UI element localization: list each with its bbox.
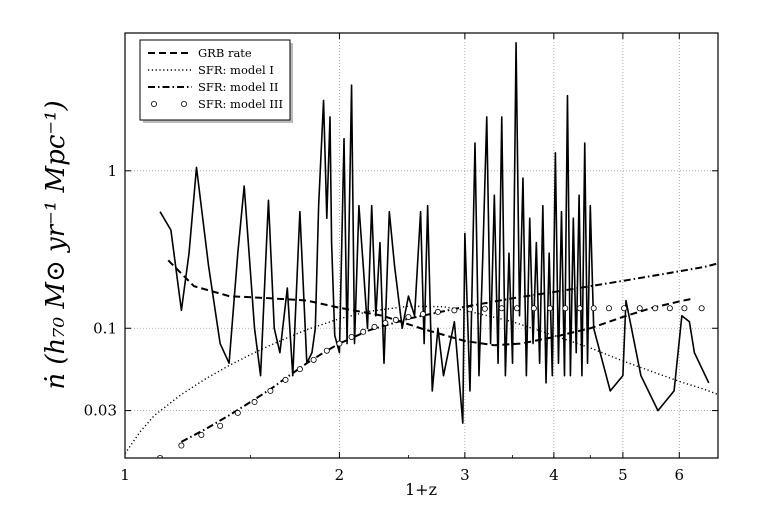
model-iii-point [530,305,537,312]
model-iii-point [466,306,473,313]
model-iii-point [348,334,355,341]
model-iii-point [323,347,330,354]
model-iii-point [652,305,659,312]
model-iii-point [382,319,389,326]
model-iii-point [621,305,628,312]
model-iii-point [282,376,289,383]
y-axis-label: ṅ (h₇₀ M⊙ yr⁻¹ Mpc⁻¹) [41,100,71,389]
model-iii-point [681,305,688,312]
legend-label: SFR: model III [198,97,283,111]
model-iii-point [251,399,258,406]
plot-frame [124,32,719,459]
model-iii-point [434,308,441,315]
model-iii-point [698,305,705,312]
grid-lines [125,33,718,458]
model-iii-point [234,409,241,416]
model-iii-point [371,323,378,330]
y-tick-label: 1 [107,162,117,180]
model-iii-point [590,305,597,312]
model-iii-point [451,307,458,314]
grb-rate-line [167,259,695,347]
legend-marker [180,101,187,108]
model-iii-point [666,305,673,312]
model-iii-point [178,442,185,449]
legend-label: GRB rate [198,46,252,60]
legend-marker [150,101,157,108]
legend-label: SFR: model I [198,63,274,77]
series-layer [125,41,718,458]
x-tick-label: 3 [460,466,470,484]
model-iii-point [605,305,612,312]
legend-label: SFR: model II [198,80,278,94]
model-iii-point [392,316,399,323]
y-tick-label: 0.03 [84,402,117,420]
x-axis-label: 1+z [405,480,437,499]
model-iii-point [296,366,303,373]
x-tick-label: 1 [120,466,130,484]
model-iii-point [576,305,583,312]
model-iii-point [198,431,205,438]
tick-labels: 1 2 3 4 5 6 0.03 0.1 1 [84,162,684,484]
x-tick-label: 5 [618,466,628,484]
x-tick-label: 6 [675,466,685,484]
model-iii-point [267,387,274,394]
x-tick-label: 2 [335,466,345,484]
data-series-line [159,41,710,424]
axis-ticks [124,33,718,458]
model-iii-point [217,422,224,429]
model-iii-point [310,356,317,363]
model-iii-point [336,340,343,347]
model-iii-point [636,305,643,312]
model-iii-point [513,305,520,312]
model-iii-point [405,313,412,320]
model-iii-point [419,311,426,318]
model-iii-point [481,305,488,312]
model-iii-point [562,305,569,312]
legend: GRB rate SFR: model I SFR: model II SFR: mo… [139,39,293,123]
y-tick-label: 0.1 [93,319,117,337]
x-tick-label: 4 [549,466,559,484]
model-iii-point [360,328,367,335]
model-iii-point [546,305,553,312]
model-iii-point [498,305,505,312]
